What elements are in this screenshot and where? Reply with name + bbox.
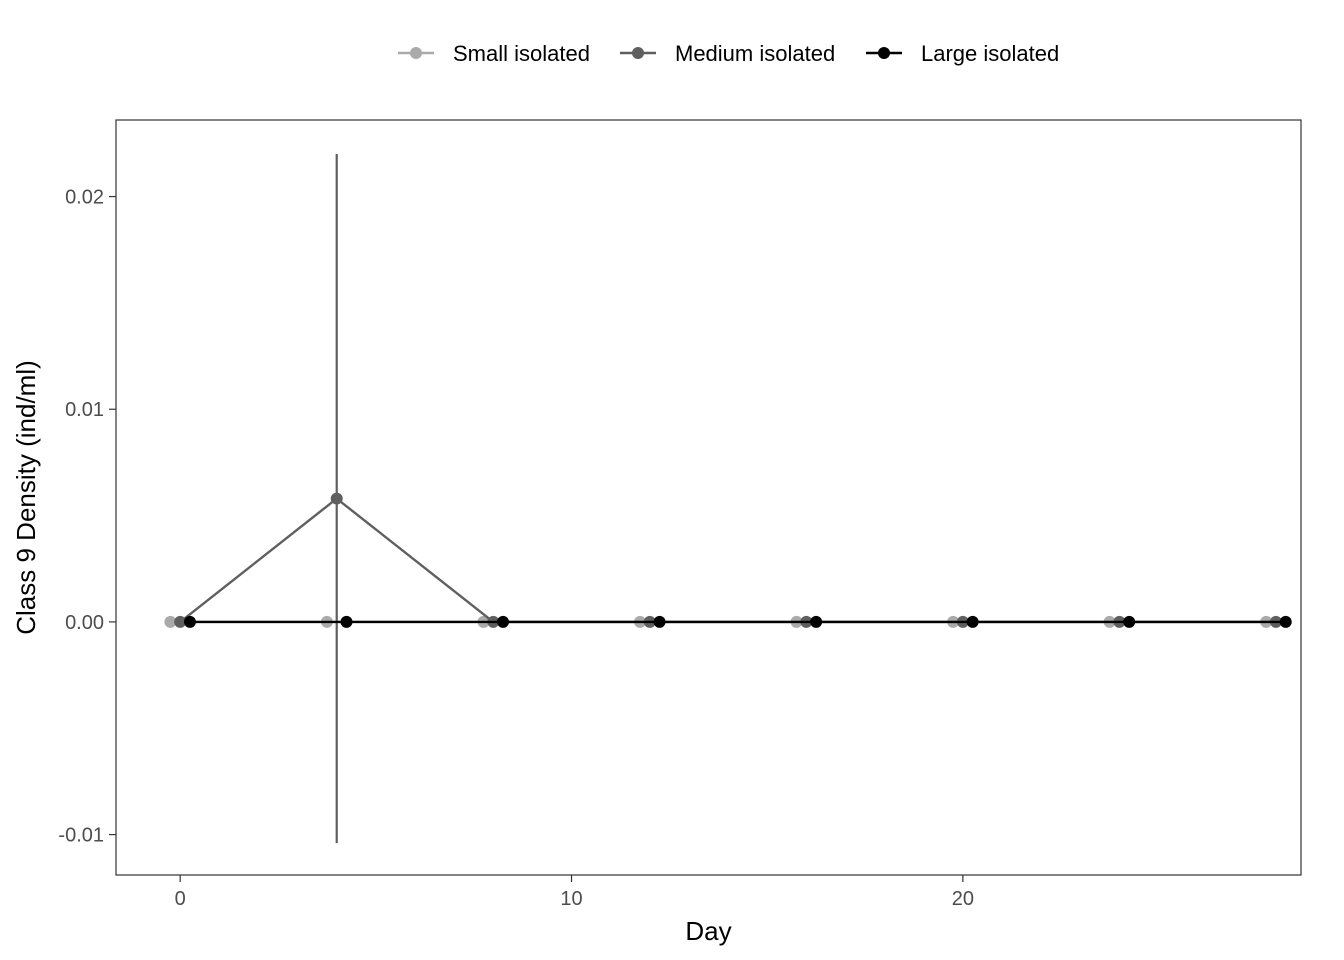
x-tick-label: 20 [952,888,974,910]
plot-panel [115,119,1302,876]
y-axis: -0.01 0.00 0.01 0.02 [58,187,116,847]
series-layer [164,154,1292,844]
legend-label: Medium isolated [675,41,835,66]
x-axis-title: Day [685,916,731,946]
x-tick-label: 10 [560,888,582,910]
data-point [164,615,177,628]
data-point [1123,615,1136,628]
y-tick-label: 0.02 [65,187,104,209]
data-point [1279,615,1292,628]
x-axis: 0 10 20 [175,875,974,910]
legend: Small isolated Medium isolated Large isola… [398,41,1059,66]
data-point [653,615,666,628]
legend-item: Small isolated [398,41,590,66]
legend-key-point [878,47,890,59]
legend-label: Large isolated [921,41,1059,66]
legend-label: Small isolated [453,41,590,66]
y-tick-label: 0.01 [65,399,104,421]
legend-key-point [632,47,644,59]
data-point [174,615,187,628]
legend-key-point [410,47,422,59]
legend-item: Large isolated [866,41,1059,66]
data-point [497,615,510,628]
series-large-isolated [183,615,1292,628]
x-tick-label: 0 [175,888,186,910]
data-point [330,492,343,505]
data-point [966,615,979,628]
y-tick-label: -0.01 [58,825,104,847]
data-point [340,615,353,628]
legend-item: Medium isolated [620,41,835,66]
data-point [810,615,823,628]
y-tick-label: 0.00 [65,612,104,634]
y-axis-title: Class 9 Density (ind/ml) [11,360,41,635]
data-point [183,615,196,628]
